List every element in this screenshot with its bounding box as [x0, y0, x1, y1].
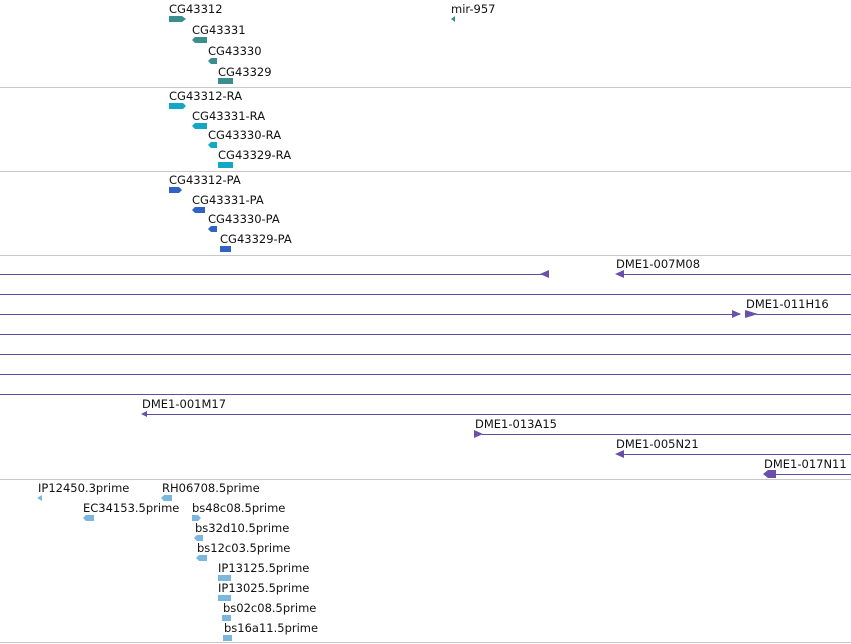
- gene-feature[interactable]: [169, 15, 187, 23]
- transcript-track: CG43312-RA CG43331-RA CG43330-RA CG43329…: [0, 88, 851, 171]
- protein-label[interactable]: CG43312-PA: [169, 173, 241, 187]
- track-separator: [0, 255, 851, 256]
- clone-arrow[interactable]: [763, 470, 777, 478]
- transcript-feature[interactable]: [218, 161, 234, 169]
- clone-arrow[interactable]: [615, 450, 625, 458]
- transcript-feature[interactable]: [192, 122, 208, 130]
- est-feature[interactable]: [223, 634, 233, 642]
- gene-label[interactable]: mir-957: [451, 2, 496, 16]
- clone-label[interactable]: DME1-017N11: [764, 458, 847, 470]
- est-feature[interactable]: [192, 514, 202, 522]
- est-label[interactable]: IP12450.3prime: [38, 481, 130, 495]
- clone-label[interactable]: DME1-005N21: [616, 437, 699, 451]
- clone-line[interactable]: [0, 354, 851, 355]
- est-label[interactable]: bs48c08.5prime: [192, 501, 286, 515]
- clone-line[interactable]: [0, 334, 851, 335]
- clone-line[interactable]: [620, 274, 851, 275]
- transcript-feature[interactable]: [169, 102, 187, 110]
- gene-label[interactable]: CG43329: [218, 65, 272, 79]
- est-label[interactable]: bs02c08.5prime: [223, 601, 317, 615]
- track-separator: [0, 642, 851, 643]
- clone-label[interactable]: DME1-013A15: [475, 417, 557, 431]
- protein-feature[interactable]: [208, 225, 218, 233]
- gene-feature[interactable]: [450, 15, 458, 23]
- protein-label[interactable]: CG43329-PA: [220, 232, 292, 246]
- transcript-label[interactable]: CG43330-RA: [208, 128, 282, 142]
- clone-line[interactable]: [0, 374, 851, 375]
- clone-arrow[interactable]: [745, 310, 759, 318]
- est-feature[interactable]: [222, 614, 232, 622]
- clone-line[interactable]: [0, 314, 740, 315]
- gene-label[interactable]: CG43312: [169, 2, 223, 16]
- est-feature[interactable]: [161, 494, 173, 502]
- clone-label[interactable]: DME1-011H16: [746, 297, 829, 311]
- protein-track: CG43312-PA CG43331-PA CG43330-PA CG43329…: [0, 172, 851, 255]
- est-label[interactable]: EC34153.5prime: [83, 501, 180, 515]
- gene-track: CG43312 CG43331 CG43330 CG43329 mir-957: [0, 0, 851, 87]
- clone-arrow[interactable]: [141, 410, 149, 418]
- gene-feature[interactable]: [208, 57, 218, 65]
- track-separator: [0, 171, 851, 172]
- protein-feature[interactable]: [220, 245, 232, 253]
- protein-label[interactable]: CG43331-PA: [192, 193, 264, 207]
- clone-line[interactable]: [146, 414, 851, 415]
- clone-track: DME1-007M08 DME1-011H16 DME1-001M17 DME1…: [0, 256, 851, 479]
- clone-label[interactable]: DME1-007M08: [616, 257, 701, 271]
- protein-label[interactable]: CG43330-PA: [208, 212, 280, 226]
- gene-feature[interactable]: [218, 77, 234, 85]
- gene-label[interactable]: CG43331: [192, 23, 246, 37]
- gene-label[interactable]: CG43330: [208, 44, 262, 58]
- transcript-label[interactable]: CG43331-RA: [192, 109, 266, 123]
- est-feature[interactable]: [194, 534, 204, 542]
- est-feature[interactable]: [83, 514, 95, 522]
- clone-arrow[interactable]: [732, 310, 742, 318]
- clone-line[interactable]: [482, 434, 851, 435]
- est-label[interactable]: bs16a11.5prime: [224, 621, 319, 635]
- est-label[interactable]: bs12c03.5prime: [197, 541, 291, 555]
- est-track: IP12450.3prime RH06708.5prime EC34153.5p…: [0, 480, 851, 644]
- clone-line[interactable]: [770, 474, 851, 475]
- clone-arrow[interactable]: [615, 270, 625, 278]
- clone-line[interactable]: [756, 314, 851, 315]
- clone-arrow[interactable]: [540, 270, 550, 278]
- clone-line[interactable]: [0, 294, 851, 295]
- track-separator: [0, 87, 851, 88]
- est-feature[interactable]: [196, 554, 208, 562]
- transcript-label[interactable]: CG43329-RA: [218, 148, 292, 162]
- transcript-label[interactable]: CG43312-RA: [169, 89, 243, 103]
- clone-label[interactable]: DME1-001M17: [142, 397, 227, 411]
- clone-line[interactable]: [0, 394, 851, 395]
- est-feature[interactable]: [218, 574, 232, 582]
- track-separator: [0, 479, 851, 480]
- clone-arrow[interactable]: [474, 430, 484, 438]
- transcript-feature[interactable]: [208, 141, 218, 149]
- est-label[interactable]: IP13125.5prime: [218, 561, 310, 575]
- protein-feature[interactable]: [192, 206, 206, 214]
- clone-line[interactable]: [620, 454, 851, 455]
- est-label[interactable]: RH06708.5prime: [162, 481, 260, 495]
- protein-feature[interactable]: [169, 186, 183, 194]
- est-label[interactable]: bs32d10.5prime: [195, 521, 290, 535]
- est-feature[interactable]: [218, 594, 232, 602]
- est-label[interactable]: IP13025.5prime: [218, 581, 310, 595]
- clone-line[interactable]: [0, 274, 548, 275]
- est-feature[interactable]: [37, 494, 45, 502]
- gene-feature[interactable]: [192, 36, 208, 44]
